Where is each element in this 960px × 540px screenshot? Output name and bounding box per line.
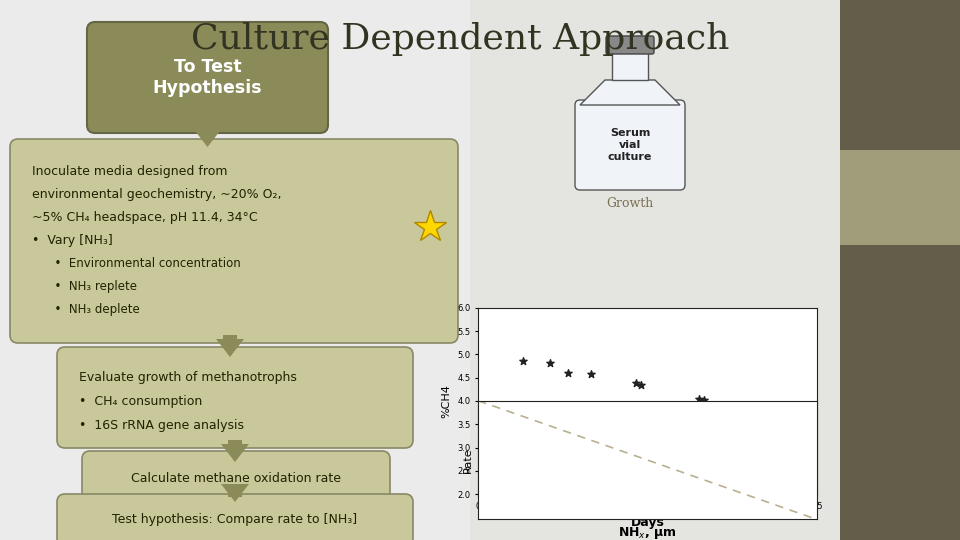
FancyBboxPatch shape: [57, 494, 413, 540]
Bar: [840, 0, 960, 150]
Polygon shape: [216, 339, 244, 357]
Point: [584, 369, 599, 378]
FancyBboxPatch shape: [57, 347, 413, 448]
Text: •  Vary [NH₃]: • Vary [NH₃]: [32, 234, 112, 247]
Bar: [228, 440, 242, 444]
Text: Inoculate media designed from: Inoculate media designed from: [32, 165, 228, 178]
Text: Culture Dependent Approach: Culture Dependent Approach: [191, 22, 730, 56]
Point: [633, 380, 648, 389]
Y-axis label: Rate: Rate: [463, 447, 472, 473]
Point: [516, 357, 531, 366]
Y-axis label: %CH4: %CH4: [442, 384, 451, 418]
FancyBboxPatch shape: [82, 451, 390, 505]
Point: [692, 394, 708, 403]
Bar: [201, 125, 214, 129]
Bar: [840, 150, 960, 245]
Text: Test hypothesis: Compare rate to [NH₃]: Test hypothesis: Compare rate to [NH₃]: [112, 514, 357, 526]
Bar: [228, 484, 242, 497]
X-axis label: NH$_{x}$, μm: NH$_{x}$, μm: [618, 525, 677, 540]
Text: Calculate methane oxidation rate: Calculate methane oxidation rate: [131, 471, 341, 484]
Text: •  Environmental concentration: • Environmental concentration: [32, 257, 241, 270]
Bar: [470, 0, 840, 540]
Bar: [840, 245, 960, 540]
Text: Evaluate growth of methanotrophs: Evaluate growth of methanotrophs: [79, 371, 297, 384]
FancyBboxPatch shape: [10, 139, 458, 343]
Point: [542, 359, 558, 367]
FancyBboxPatch shape: [87, 22, 328, 133]
Point: [561, 369, 576, 377]
Text: •  NH₃ replete: • NH₃ replete: [32, 280, 137, 293]
Polygon shape: [194, 129, 222, 147]
Point: [786, 415, 802, 424]
Point: [696, 396, 711, 404]
Text: •  16S rRNA gene analysis: • 16S rRNA gene analysis: [79, 419, 244, 432]
FancyBboxPatch shape: [606, 36, 654, 54]
Text: ~5% CH₄ headspace, pH 11.4, 34°C: ~5% CH₄ headspace, pH 11.4, 34°C: [32, 211, 257, 224]
Point: [746, 407, 761, 415]
Text: To Test
Hypothesis: To Test Hypothesis: [153, 58, 262, 97]
Text: environmental geochemistry, ~20% O₂,: environmental geochemistry, ~20% O₂,: [32, 188, 281, 201]
X-axis label: Days: Days: [631, 516, 664, 529]
Text: Growth: Growth: [607, 197, 654, 210]
Text: Serum
vial
culture: Serum vial culture: [608, 129, 652, 161]
Point: [791, 417, 806, 426]
Text: •  NH₃ deplete: • NH₃ deplete: [32, 303, 140, 316]
Point: [629, 379, 644, 388]
Polygon shape: [221, 484, 249, 502]
FancyBboxPatch shape: [575, 100, 685, 190]
Bar: [612, 50, 648, 80]
Polygon shape: [221, 444, 249, 462]
Bar: [223, 335, 237, 339]
Point: [741, 405, 756, 414]
Text: •  CH₄ consumption: • CH₄ consumption: [79, 395, 203, 408]
Polygon shape: [580, 80, 680, 105]
